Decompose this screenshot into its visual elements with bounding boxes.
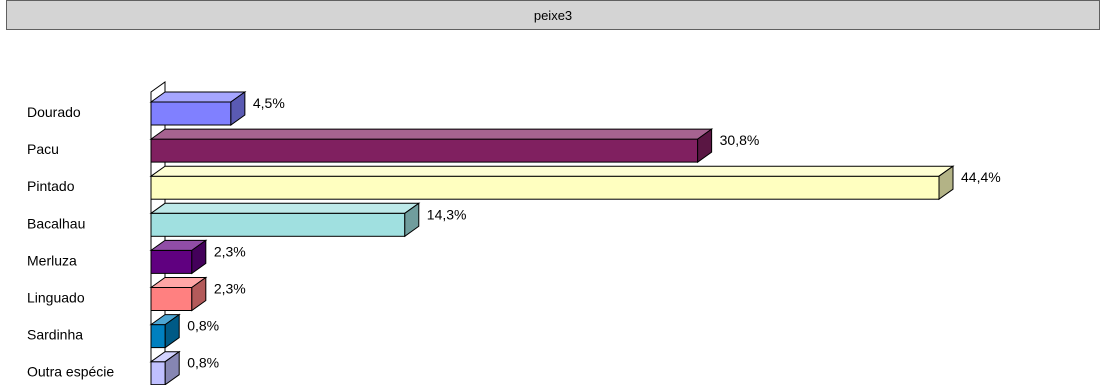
- data-label-7: 0,8%: [187, 355, 219, 371]
- data-label-2: 44,4%: [961, 169, 1001, 185]
- category-label-6: Sardinha: [27, 327, 83, 343]
- data-label-5: 2,3%: [214, 281, 246, 297]
- chart-title: peixe3: [533, 7, 573, 23]
- bar-side-6: [164, 313, 180, 349]
- bar-side-4: [191, 239, 207, 275]
- category-label-1: Pacu: [27, 141, 59, 157]
- bar-side-1: [697, 128, 713, 164]
- data-label-4: 2,3%: [214, 243, 246, 259]
- bar-1: [150, 138, 699, 163]
- category-label-7: Outra espécie: [27, 364, 114, 380]
- data-label-6: 0,8%: [187, 318, 219, 334]
- data-label-0: 4,5%: [253, 95, 285, 111]
- bar-top-3: [149, 202, 421, 214]
- chart-title-bar: peixe3: [6, 0, 1100, 30]
- bar-6: [150, 324, 166, 349]
- bar-top-1: [149, 128, 714, 140]
- bar-top-2: [149, 165, 955, 177]
- bar-top-0: [149, 91, 247, 103]
- bar-5: [150, 287, 193, 311]
- data-label-1: 30,8%: [720, 132, 760, 148]
- bar-2: [150, 175, 940, 200]
- bar-side-3: [404, 202, 420, 238]
- category-label-0: Dourado: [27, 104, 81, 120]
- category-label-4: Merluza: [27, 252, 77, 268]
- bar-4: [150, 249, 193, 274]
- data-label-3: 14,3%: [427, 206, 467, 222]
- bar-7: [150, 361, 166, 385]
- category-label-5: Linguado: [27, 290, 85, 306]
- bar-side-7: [164, 350, 180, 385]
- bar-side-0: [230, 91, 246, 126]
- bar-0: [150, 101, 232, 126]
- category-label-3: Bacalhau: [27, 215, 85, 231]
- category-label-2: Pintado: [27, 178, 75, 194]
- bar-side-2: [938, 165, 954, 201]
- bar-side-5: [191, 276, 207, 312]
- bar-3: [150, 212, 406, 237]
